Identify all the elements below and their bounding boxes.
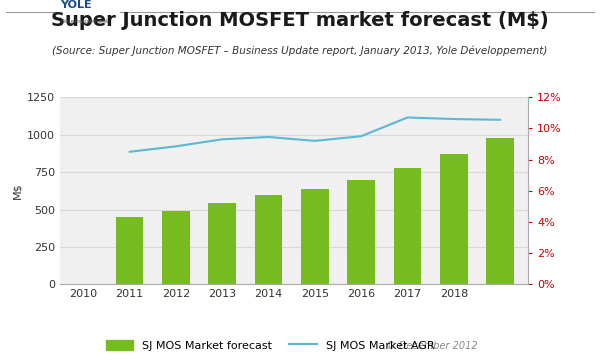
Bar [394, 168, 421, 284]
Bar [301, 189, 329, 284]
Text: © December 2012: © December 2012 [386, 341, 478, 351]
Text: Super Junction MOSFET market forecast (M$): Super Junction MOSFET market forecast (M… [51, 11, 549, 30]
Legend: SJ MOS Market forecast, SJ MOS Market AGR: SJ MOS Market forecast, SJ MOS Market AG… [106, 340, 434, 351]
Bar [254, 194, 283, 284]
Y-axis label: M$: M$ [13, 183, 23, 199]
Bar [162, 211, 190, 284]
Text: développement: développement [60, 19, 110, 24]
Bar [486, 138, 514, 284]
Text: YOLE: YOLE [60, 0, 92, 10]
Bar [347, 180, 375, 284]
Text: (Source: Super Junction MOSFET – Business Update report, January 2013, Yole Déve: (Source: Super Junction MOSFET – Busines… [52, 45, 548, 55]
Bar [440, 154, 468, 284]
Bar [116, 217, 143, 284]
Bar [208, 203, 236, 284]
